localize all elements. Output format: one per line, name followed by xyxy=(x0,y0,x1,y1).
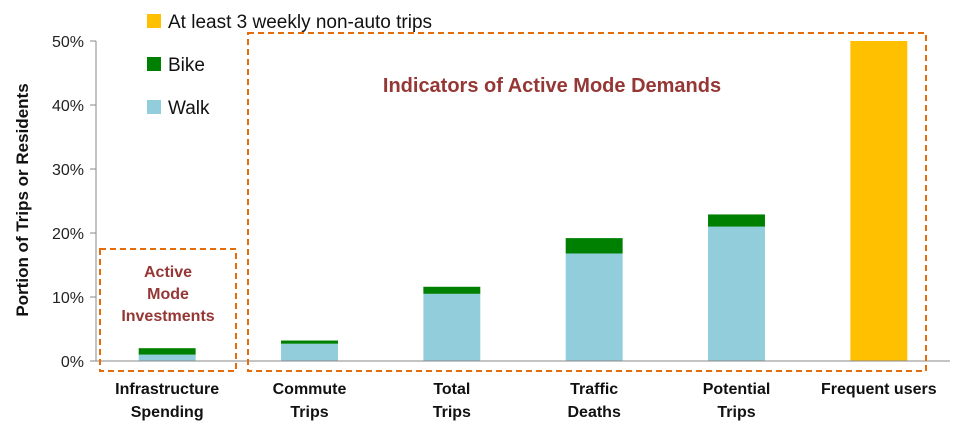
y-axis-title: Portion of Trips or Residents xyxy=(13,83,32,316)
legend-swatch xyxy=(147,57,161,71)
bar-segment-walk xyxy=(708,226,765,361)
bar-segment-bike xyxy=(565,238,623,254)
bar-segment-bike xyxy=(423,286,481,294)
x-tick-label: Trips xyxy=(433,404,471,421)
y-tick-label: 20% xyxy=(52,226,84,243)
bar-segment-walk xyxy=(423,293,481,361)
x-tick-label: Trips xyxy=(290,404,328,421)
x-tick-label: Spending xyxy=(131,404,204,421)
x-tick-label: Commute xyxy=(273,381,347,398)
x-tick-label: Deaths xyxy=(567,404,620,421)
bar-segment-walk xyxy=(565,253,623,361)
x-tick-label: Total xyxy=(433,381,470,398)
bar-segment-at-least-3-weekly-non-auto-trips xyxy=(850,41,908,361)
demands-annotation-box xyxy=(247,32,927,372)
y-tick-label: 40% xyxy=(52,98,84,115)
investments-annotation-line: Active xyxy=(144,264,192,281)
x-axis-labels: Infrastructure Spending Commute Trips Total T… xyxy=(115,381,937,421)
x-tick-label: Frequent users xyxy=(821,381,937,398)
investments-annotation-box xyxy=(99,248,237,372)
y-axis-title-group: Portion of Trips or Residents xyxy=(13,83,32,316)
investments-annotation-line: Investments xyxy=(121,308,214,325)
legend-swatch xyxy=(147,14,161,28)
y-tick-label: 30% xyxy=(52,162,84,179)
bar-segment-bike xyxy=(708,214,765,227)
legend-label: Bike xyxy=(168,55,205,76)
bar-segment-bike xyxy=(281,340,338,344)
investments-annotation-line: Mode xyxy=(147,286,189,303)
y-tick-label: 0% xyxy=(61,354,84,371)
legend-label: At least 3 weekly non-auto trips xyxy=(168,12,432,33)
y-tick-label: 10% xyxy=(52,290,84,307)
bars-group xyxy=(138,41,908,361)
x-tick-label: Trips xyxy=(717,404,755,421)
legend: At least 3 weekly non-auto trips Bike Walk xyxy=(147,12,432,119)
x-tick-label: Potential xyxy=(703,381,771,398)
legend-label: Walk xyxy=(168,98,210,119)
x-tick-label: Infrastructure xyxy=(115,381,219,398)
demands-annotation-title: Indicators of Active Mode Demands xyxy=(383,75,721,97)
x-tick-label: Traffic xyxy=(570,381,618,398)
y-tick-label: 50% xyxy=(52,34,84,51)
legend-swatch xyxy=(147,100,161,114)
bar-segment-walk xyxy=(281,343,338,361)
bar-segment-walk xyxy=(138,354,196,361)
y-axis-ticks: 0% 10% 20% 30% 40% 50% xyxy=(52,34,96,371)
bar-segment-bike xyxy=(138,348,196,355)
investments-annotation-text: Active Mode Investments xyxy=(121,264,214,325)
